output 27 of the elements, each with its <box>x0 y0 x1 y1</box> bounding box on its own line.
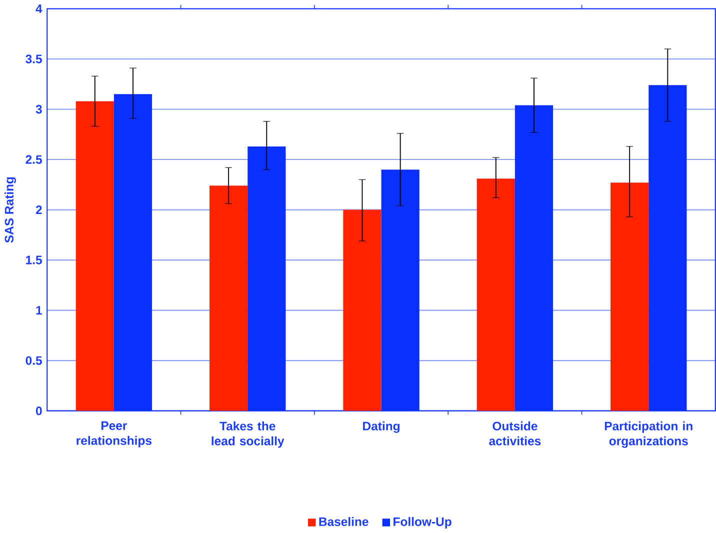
legend-label: Follow-Up <box>394 516 452 528</box>
bar <box>648 84 687 411</box>
bar <box>343 210 382 411</box>
bar <box>114 94 152 411</box>
x-tick-label: Outside activities <box>489 421 541 446</box>
bar <box>610 182 649 411</box>
x-tick-label: Participation in organizations <box>604 421 692 448</box>
x-tick-label: Peer relationships <box>76 421 152 448</box>
y-tick-label: 2.5 <box>26 155 42 164</box>
bar <box>476 178 515 411</box>
y-tick-label: 1.5 <box>26 256 42 264</box>
y-tick-label: 3.5 <box>26 54 42 64</box>
bar <box>381 169 420 411</box>
y-tick-label: 4 <box>36 4 42 13</box>
x-tick-label: Dating <box>363 421 400 433</box>
y-tick-label: 2 <box>36 205 42 214</box>
y-axis-title: SAS Rating <box>4 177 16 243</box>
bar <box>210 185 248 411</box>
x-tick-label: Takes the lead socially <box>212 421 284 448</box>
bar <box>248 146 286 411</box>
bar <box>76 101 114 411</box>
y-tick-label: 0 <box>36 406 42 415</box>
y-tick-label: 3 <box>36 104 42 114</box>
legend-label: Baseline <box>319 516 368 526</box>
y-tick-label: 1 <box>36 306 42 314</box>
y-tick-label: 0.5 <box>26 356 42 365</box>
bar <box>514 105 554 411</box>
